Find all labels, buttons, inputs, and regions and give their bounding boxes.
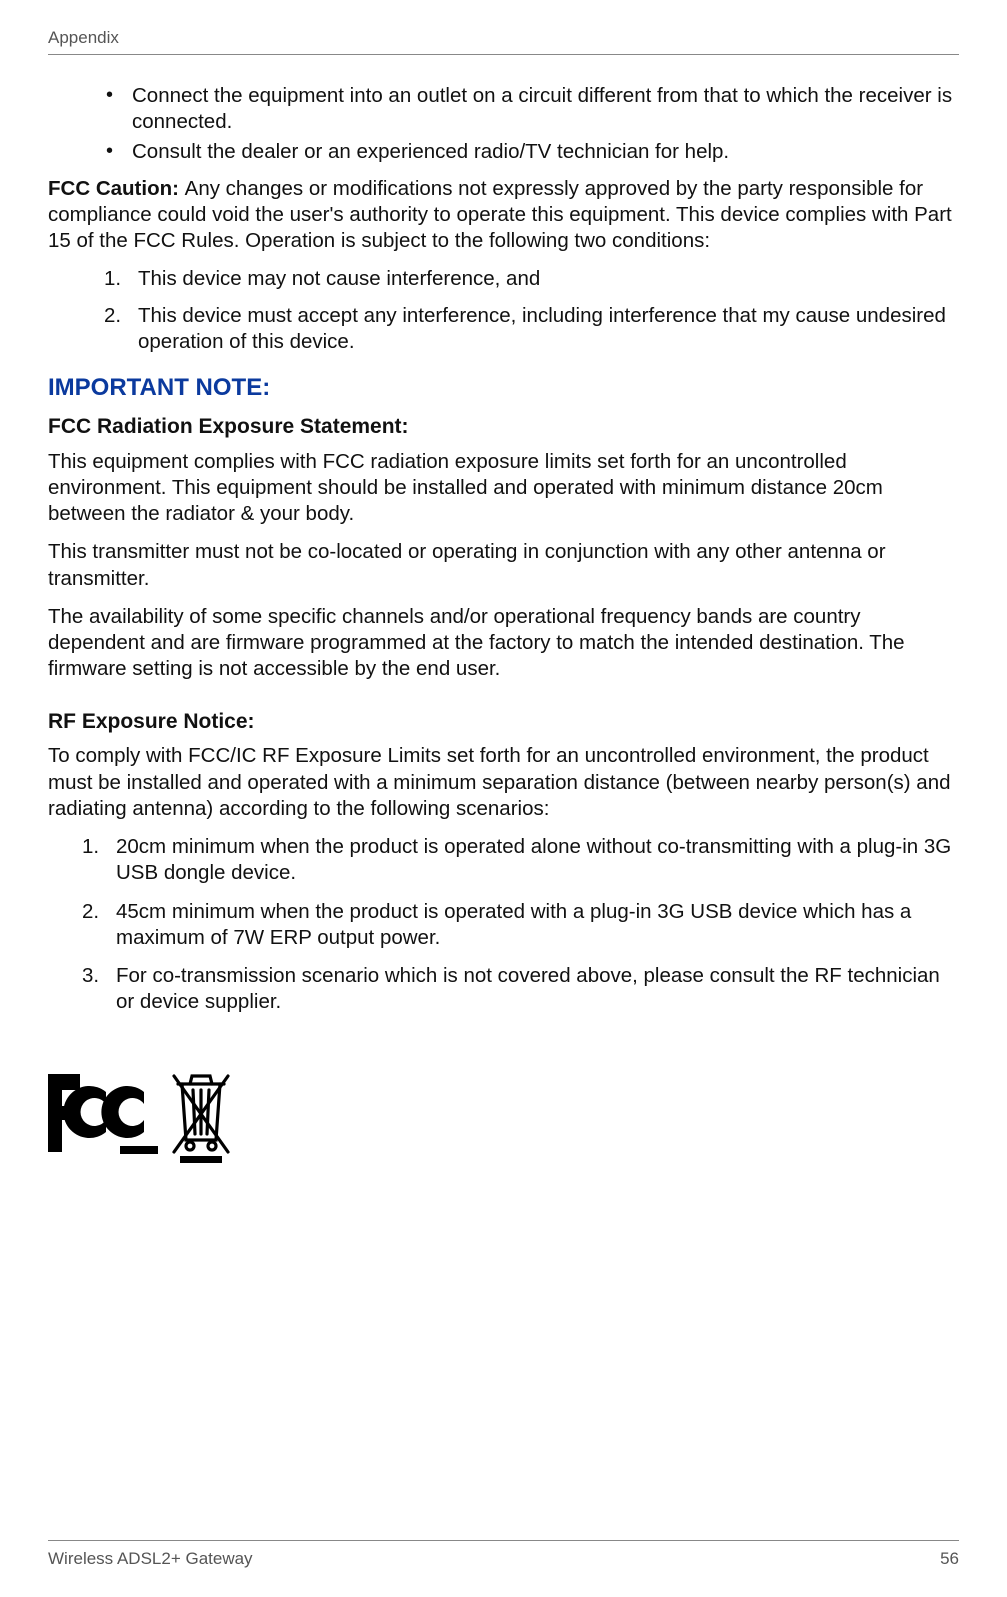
rf-scenarios-list: 1. 20cm minimum when the product is opera… — [48, 834, 959, 1015]
list-item: 3.For co-transmission scenario which is … — [116, 963, 959, 1015]
fcc-radiation-heading: FCC Radiation Exposure Statement: — [48, 414, 959, 441]
radiation-paragraph-3: The availability of some specific channe… — [48, 604, 959, 683]
page-content: Connect the equipment into an outlet on … — [48, 83, 959, 1166]
list-item: 2.This device must accept any interferen… — [138, 303, 959, 355]
footer-rule — [48, 1540, 959, 1541]
bullet-list-1: Connect the equipment into an outlet on … — [48, 83, 959, 166]
radiation-paragraph-2: This transmitter must not be co-located … — [48, 539, 959, 591]
list-item: 1.This device may not cause interference… — [138, 266, 959, 292]
weee-bin-icon — [166, 1070, 236, 1166]
list-number: 3. — [82, 963, 99, 989]
fcc-caution-paragraph: FCC Caution: Any changes or modification… — [48, 176, 959, 255]
list-item: Connect the equipment into an outlet on … — [106, 83, 959, 135]
list-number: 1. — [82, 834, 99, 860]
list-number: 2. — [104, 303, 121, 329]
footer-product-name: Wireless ADSL2+ Gateway — [48, 1549, 253, 1569]
conditions-list: 1. This device may not cause interference… — [48, 266, 959, 355]
list-item-text: 45cm minimum when the product is operate… — [116, 900, 911, 949]
list-item: Consult the dealer or an experienced rad… — [106, 139, 959, 165]
page-footer: Wireless ADSL2+ Gateway 56 — [48, 1540, 959, 1569]
header-section-label: Appendix — [48, 28, 119, 48]
list-item: 1.20cm minimum when the product is opera… — [116, 834, 959, 886]
list-item-text: For co-transmission scenario which is no… — [116, 964, 940, 1013]
certification-logos — [48, 1070, 959, 1166]
list-item-text: 20cm minimum when the product is operate… — [116, 835, 951, 884]
list-item-text: Consult the dealer or an experienced rad… — [132, 140, 729, 163]
list-item-text: Connect the equipment into an outlet on … — [132, 84, 952, 133]
list-item: 2.45cm minimum when the product is opera… — [116, 899, 959, 951]
footer-page-number: 56 — [940, 1549, 959, 1569]
list-item-text: This device may not cause interference, … — [138, 267, 540, 290]
header-rule — [48, 54, 959, 55]
list-number: 2. — [82, 899, 99, 925]
important-note-heading: IMPORTANT NOTE: — [48, 373, 959, 404]
list-number: 1. — [104, 266, 121, 292]
list-item-text: This device must accept any interference… — [138, 304, 946, 353]
rf-exposure-heading: RF Exposure Notice: — [48, 709, 959, 736]
radiation-paragraph-1: This equipment complies with FCC radiati… — [48, 449, 959, 528]
fcc-caution-label: FCC Caution: — [48, 177, 185, 200]
rf-exposure-paragraph: To comply with FCC/IC RF Exposure Limits… — [48, 743, 959, 822]
fcc-logo-icon — [48, 1074, 158, 1162]
